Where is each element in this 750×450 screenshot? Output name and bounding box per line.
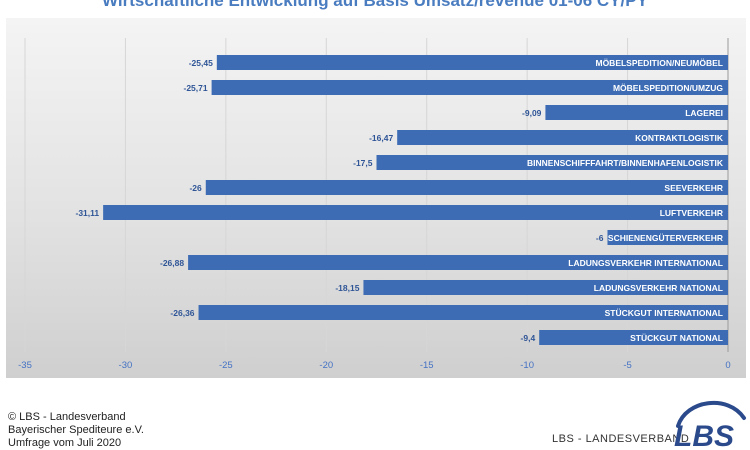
data-label: -9,09 — [522, 108, 542, 118]
bar — [376, 155, 728, 170]
bar — [103, 205, 729, 220]
x-tick-label: -15 — [420, 360, 434, 371]
bar — [607, 230, 728, 245]
category-label: LADUNGSVERKEHR NATIONAL — [594, 283, 723, 293]
chart-title: Wirtschaftliche Entwicklung auf Basis Um… — [102, 0, 648, 10]
brand-text: LBS - LANDESVERBAND — [552, 433, 690, 445]
logo-text: LBS — [674, 420, 734, 450]
data-label: -26,88 — [160, 258, 184, 268]
bar — [188, 255, 728, 270]
bar — [539, 330, 728, 345]
category-label: MÖBELSPEDITION/NEUMÖBEL — [595, 58, 723, 68]
data-label: -25,71 — [183, 83, 207, 93]
copyright-block: © LBS - Landesverband Bayerischer Spedit… — [8, 411, 144, 450]
data-label: -18,15 — [335, 283, 359, 293]
category-label: MÖBELSPEDITION/UMZUG — [613, 83, 723, 93]
bar — [397, 130, 728, 145]
copyright-line: Umfrage vom Juli 2020 — [8, 437, 122, 449]
bar — [205, 180, 728, 195]
logo-swoosh — [676, 400, 746, 428]
category-label: KONTRAKTLOGISTIK — [635, 133, 724, 143]
category-label: SCHIENENGÜTERVERKEHR — [608, 233, 723, 243]
bar — [198, 305, 728, 320]
category-label: LADUNGSVERKEHR INTERNATIONAL — [568, 258, 723, 268]
category-label: STÜCKGUT INTERNATIONAL — [605, 308, 723, 318]
x-tick-label: -5 — [623, 360, 631, 371]
bar — [363, 280, 728, 295]
bar — [211, 80, 728, 95]
category-label: BINNENSCHIFFFAHRT/BINNENHAFENLOGISTIK — [527, 158, 724, 168]
data-label: -16,47 — [369, 133, 393, 143]
data-label: -25,45 — [189, 58, 213, 68]
data-label: -26,36 — [170, 308, 194, 318]
bar — [545, 105, 728, 120]
copyright-line: Bayerischer Spediteure e.V. — [8, 424, 144, 436]
x-tick-label: -35 — [18, 360, 32, 371]
data-label: -17,5 — [353, 158, 373, 168]
x-tick-label: -20 — [319, 360, 333, 371]
bar — [216, 55, 728, 70]
x-tick-label: -10 — [520, 360, 534, 371]
x-tick-label: -25 — [219, 360, 233, 371]
copyright-line: © LBS - Landesverband — [8, 411, 126, 423]
lbs-logo: LBS — [674, 400, 746, 450]
category-label: STÜCKGUT NATIONAL — [630, 333, 723, 343]
category-label: LAGEREI — [685, 108, 723, 118]
data-label: -31,11 — [75, 208, 99, 218]
x-tick-label: 0 — [725, 360, 730, 371]
category-label: SEEVERKEHR — [664, 183, 723, 193]
data-label: -6 — [596, 233, 604, 243]
data-label: -26 — [189, 183, 202, 193]
category-label: LUFTVERKEHR — [660, 208, 723, 218]
x-tick-label: -30 — [119, 360, 133, 371]
data-label: -9,4 — [521, 333, 536, 343]
